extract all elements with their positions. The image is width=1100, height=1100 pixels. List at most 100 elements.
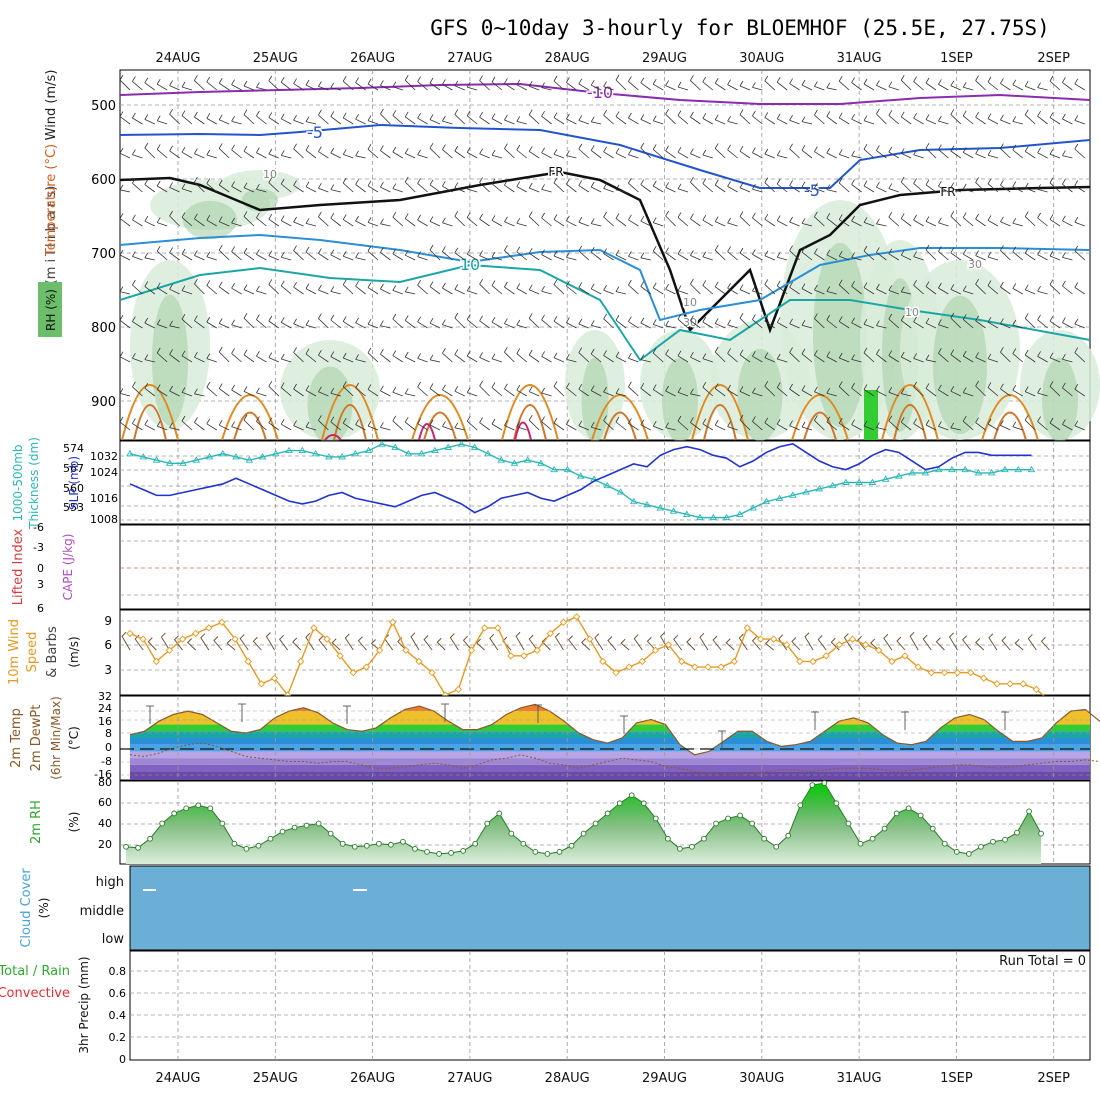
wind-barb: [566, 77, 577, 91]
thickness-marker: [404, 449, 413, 457]
temp-tick: 24: [98, 702, 112, 715]
wind-barb: [975, 148, 986, 159]
wind-barb: [119, 388, 131, 397]
wind-barb: [1074, 383, 1086, 397]
wind-barb: [566, 150, 577, 159]
wind-barb: [665, 182, 676, 193]
wind10-marker: [875, 646, 883, 654]
wind10-barb: [318, 635, 328, 651]
rh2m-marker: [303, 822, 310, 829]
rh2m-marker: [327, 830, 334, 837]
wind-barb: [380, 247, 391, 261]
wind-barb: [925, 281, 937, 295]
wind-barb: [1049, 148, 1061, 159]
wind-barb: [665, 108, 676, 125]
wind-barb: [429, 419, 441, 431]
wind-barb: [417, 112, 428, 125]
wind-barb: [590, 320, 602, 329]
wind10-marker: [205, 624, 213, 632]
temp-tick: 32: [98, 690, 112, 703]
wind-barb: [603, 211, 614, 227]
wind-barb: [243, 182, 255, 193]
wind-barb: [690, 315, 701, 329]
wind-barb: [491, 76, 503, 91]
wind-barb: [342, 112, 354, 125]
wind10-barb: [489, 633, 499, 651]
wind-barb: [690, 417, 701, 431]
wind-barb: [590, 181, 602, 193]
wind-barb: [231, 282, 242, 295]
wind-barb: [466, 285, 478, 295]
wind-barb: [1074, 282, 1086, 295]
wind-barb: [727, 384, 738, 397]
rh-shading-dense: [581, 357, 609, 443]
wind-barb: [938, 421, 949, 431]
precip-tick: 0: [119, 1053, 126, 1066]
wind-barb: [504, 114, 515, 125]
wind-barb: [206, 316, 218, 329]
wind-barb: [206, 76, 218, 91]
wind-barb: [1024, 247, 1036, 261]
thickness-marker: [165, 459, 174, 466]
thickness-marker: [842, 478, 850, 485]
wind-barb: [553, 177, 565, 193]
wind-barb: [528, 284, 540, 295]
wind-barb: [330, 111, 342, 125]
wind10-barb: [357, 636, 367, 651]
wind-barb: [541, 285, 552, 295]
wind10-marker: [1019, 680, 1027, 688]
wind-barb: [442, 347, 453, 363]
date-label-top: 31AUG: [837, 51, 882, 66]
wind-barb: [615, 388, 627, 397]
wind-barb: [330, 212, 342, 227]
wind-barb: [132, 149, 143, 159]
wind-barb: [194, 278, 205, 295]
wind-barb: [367, 282, 379, 295]
rh2m-marker: [953, 849, 960, 855]
wind-barb: [1000, 216, 1011, 227]
wind-barb: [1062, 178, 1073, 193]
thickness-marker: [152, 456, 161, 463]
wind-barb: [566, 419, 577, 431]
wind-barb: [516, 246, 528, 261]
wind-barb: [628, 112, 639, 125]
wind-barb: [900, 249, 912, 261]
wind-barb: [156, 384, 168, 397]
wind-barb: [925, 179, 937, 193]
wind10-barb: [226, 638, 236, 651]
wind-barb: [702, 316, 714, 329]
wind-barb: [590, 246, 602, 261]
wind10-marker: [533, 646, 541, 654]
wind-barb: [628, 352, 639, 363]
wind-barb: [231, 319, 242, 329]
wind10-barb: [935, 637, 945, 651]
wind-barb: [417, 214, 428, 227]
wind10-barb: [883, 633, 893, 651]
thickness-marker: [444, 443, 452, 450]
wind10-barb: [252, 636, 262, 651]
wind-barb: [367, 347, 379, 363]
wind-barb: [553, 417, 565, 431]
wind10-label-3: & Barbs: [45, 626, 60, 678]
rh2m-marker: [556, 849, 563, 855]
wind-barb: [814, 182, 825, 193]
thickness-marker: [868, 478, 877, 485]
wind-barb: [293, 114, 304, 125]
wind-barb: [144, 114, 155, 125]
wind-barb: [466, 81, 478, 91]
rh2m-marker: [652, 815, 659, 822]
wind-barb: [814, 109, 825, 125]
temp-band: [130, 758, 1090, 765]
wind-barb: [256, 350, 267, 363]
wind-barb: [1024, 349, 1036, 363]
thickness-marker: [908, 469, 916, 476]
wind-barb: [181, 350, 193, 363]
wind-barb: [962, 147, 974, 159]
chart-title: GFS 0~10day 3-hourly for BLOEMHOF (25.5E…: [430, 16, 1050, 40]
precip-units: 3hr Precip (mm): [77, 956, 91, 1053]
wind-barb: [528, 182, 540, 193]
wind-barb: [1000, 346, 1011, 363]
rh-tick: 80: [98, 776, 112, 789]
wind-barb: [404, 351, 416, 363]
